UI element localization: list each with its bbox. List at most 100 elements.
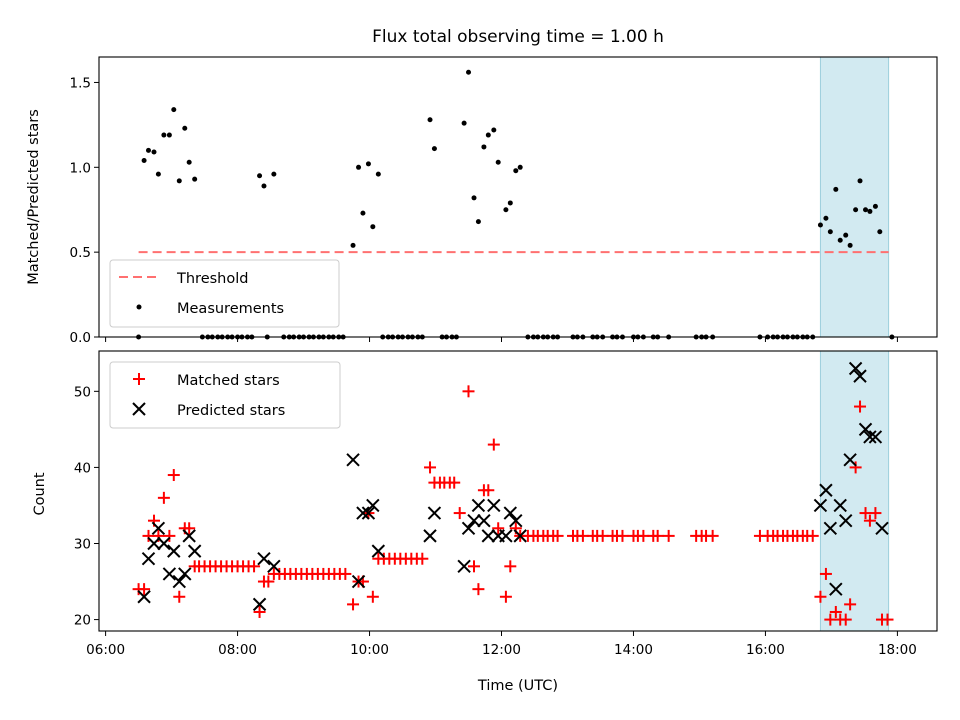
matched-star-point (253, 605, 266, 618)
measurement-point (356, 164, 362, 170)
bottom-highlight-region (819, 350, 890, 632)
measurement-point (833, 186, 839, 192)
measurement-point (370, 224, 376, 230)
y-tick-label: 30 (74, 537, 91, 553)
predicted-star-point (481, 529, 496, 543)
measurement-point (350, 242, 356, 248)
measurement-point (863, 207, 869, 213)
predicted-star-point (829, 582, 843, 596)
measurement-point (176, 178, 182, 184)
matched-star-point (651, 529, 664, 542)
predicted-star-point (858, 422, 873, 437)
bottom-x-ticks: 06:00 08:00 10:00 12:00 14:00 16:00 18:00 (86, 631, 917, 658)
bottom-legend: Matched stars Predicted stars (109, 361, 341, 429)
predicted-stars-points (137, 361, 889, 612)
predicted-star-point (252, 597, 267, 612)
y-tick-label: 1.0 (70, 160, 91, 176)
measurement-point (823, 215, 829, 221)
matched-star-point (869, 507, 882, 520)
measurement-point (827, 229, 833, 235)
measurement-point (817, 222, 823, 228)
matched-star-point (863, 514, 876, 527)
measurement-point (843, 232, 849, 238)
measurement-point (186, 159, 192, 165)
matched-star-point (448, 476, 461, 489)
matched-star-point (462, 385, 475, 398)
top-legend: Threshold Measurements (109, 259, 340, 328)
matched-star-point (157, 491, 170, 504)
legend-matched-label: Matched stars (177, 373, 280, 389)
bottom-axes-frame (98, 350, 938, 632)
predicted-star-point (477, 513, 491, 528)
y-tick-label: 0.0 (70, 330, 91, 346)
matched-star-point (347, 598, 360, 611)
top-axes-frame (98, 56, 938, 338)
matched-star-point (616, 529, 629, 542)
matched-star-point (819, 567, 832, 580)
matched-star-point (806, 529, 819, 542)
matched-star-point (814, 590, 827, 603)
matched-star-point (829, 605, 842, 618)
measurement-point (847, 242, 853, 248)
predicted-star-point (457, 559, 471, 574)
predicted-star-point (503, 506, 518, 520)
matched-star-point (173, 590, 186, 603)
matched-star-point (881, 613, 894, 626)
predicted-star-point (843, 453, 857, 467)
predicted-star-point (371, 544, 386, 558)
measurement-point (365, 161, 371, 167)
measurement-point (360, 210, 366, 216)
measurement-point (872, 203, 878, 209)
matched-star-point (706, 529, 719, 542)
bottom-legend-frame (109, 361, 341, 429)
predicted-star-point (351, 574, 366, 589)
measurement-point (471, 195, 477, 201)
matched-star-point (487, 438, 500, 451)
y-tick-label: 40 (74, 460, 91, 476)
measurement-point (461, 120, 467, 126)
bottom-y-ticks: 20 30 40 50 (74, 384, 99, 629)
predicted-star-point (147, 536, 161, 551)
predicted-star-point (157, 536, 171, 551)
matched-star-point (138, 583, 151, 596)
matched-star-point (482, 484, 495, 497)
matched-star-point (424, 461, 437, 474)
predicted-star-point (471, 498, 486, 513)
predicted-star-point (178, 567, 192, 581)
matched-star-point (262, 575, 275, 588)
matched-star-point (453, 507, 466, 520)
x-tick-label: 16:00 (746, 642, 785, 658)
measurement-point (837, 237, 843, 243)
x-tick-label: 18:00 (878, 642, 917, 658)
predicted-star-point (137, 590, 151, 604)
measurement-point (867, 208, 873, 214)
measurement-point (151, 149, 157, 155)
bottom-panel: 20 30 40 50 06:00 08:00 10:00 12:00 14:00 16:00 1… (32, 350, 938, 694)
predicted-star-point (461, 521, 476, 535)
top-x-ticks (105, 337, 898, 342)
measurement-point (171, 107, 177, 113)
predicted-star-point (499, 529, 513, 543)
predicted-star-point (257, 552, 271, 566)
predicted-star-point (182, 529, 196, 543)
measurement-point (141, 158, 147, 164)
top-y-ticks: 0.0 0.5 1.0 1.5 (70, 75, 99, 346)
matched-star-point (504, 560, 517, 573)
measurement-point (857, 178, 863, 184)
predicted-star-point (833, 498, 847, 513)
measurement-point (466, 69, 472, 75)
x-tick-label: 08:00 (218, 642, 257, 658)
measurement-point (161, 132, 167, 138)
y-tick-label: 0.5 (70, 245, 91, 261)
matched-star-point (366, 590, 379, 603)
predicted-star-point (356, 506, 370, 520)
matched-star-point (839, 613, 852, 626)
y-tick-label: 50 (74, 384, 91, 400)
measurement-point (431, 146, 437, 152)
predicted-star-point (848, 361, 863, 376)
measurement-point (145, 147, 151, 153)
matched-star-point (416, 552, 429, 565)
x-tick-label: 14:00 (614, 642, 653, 658)
measurement-point (182, 125, 188, 131)
